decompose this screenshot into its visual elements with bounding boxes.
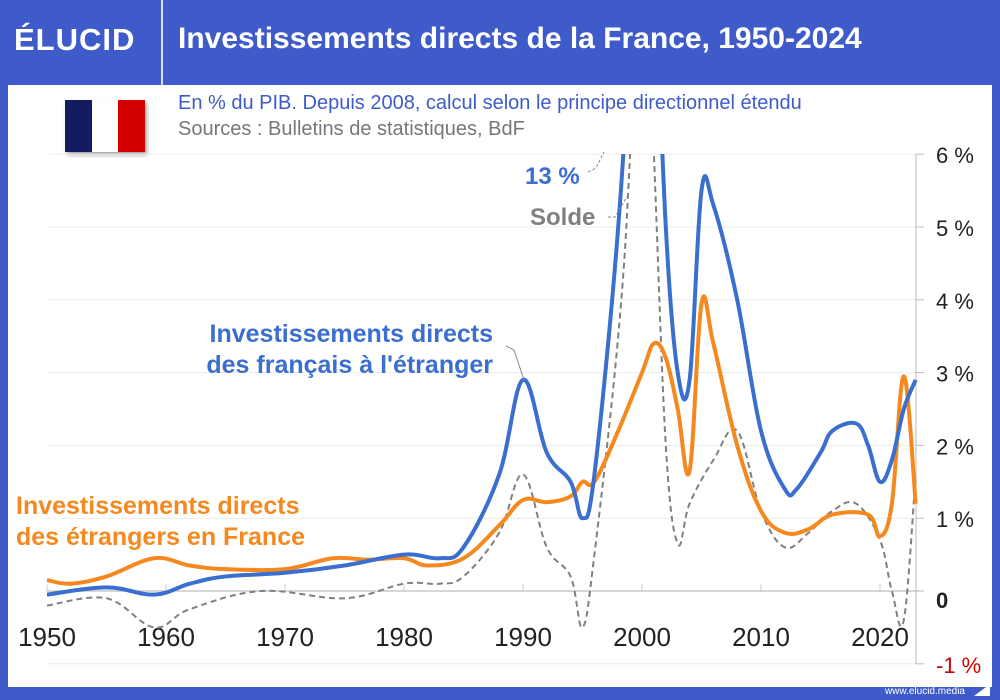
header-divider [161, 0, 163, 85]
y-tick-label: 1 % [936, 507, 974, 532]
leader-line [505, 345, 525, 381]
series-label-inward: Investissements directs [16, 492, 299, 520]
x-tick-label: 1970 [256, 622, 314, 652]
solde-leader [608, 194, 629, 218]
x-tick-label: 1950 [18, 622, 76, 652]
series-label-solde: Solde [530, 204, 595, 231]
logo: ÉLUCID [14, 22, 136, 57]
footer-url[interactable]: www.elucid.media [884, 686, 965, 697]
series-labels: Investissements directs des français à l'… [16, 151, 629, 551]
y-tick-label: 2 % [936, 434, 974, 459]
header: ÉLUCID Investissements directs de la Fra… [0, 0, 1000, 85]
france-flag-icon [65, 100, 146, 152]
x-tick-label: 1990 [494, 622, 552, 652]
flag-stripe-blue [65, 100, 92, 152]
x-tick-label: 2000 [613, 622, 671, 652]
series-label-abroad: des français à l'étranger [206, 351, 493, 379]
y-tick-label: -1 % [936, 653, 981, 678]
series-line-inward [46, 294, 918, 586]
x-tick-label: 1960 [137, 622, 195, 652]
chart-sources: Sources : Bulletins de statistiques, BdF [178, 118, 525, 140]
chart-title: Investissements directs de la France, 19… [178, 22, 862, 55]
series-line-abroad [46, 154, 918, 597]
x-axis: 1950 1960 1970 1980 1990 2000 2010 2020 [18, 584, 909, 652]
chart-panel [8, 85, 992, 687]
series-lines [46, 154, 918, 629]
x-tick-label: 1980 [375, 622, 433, 652]
series-label-abroad: Investissements directs [210, 320, 493, 348]
y-tick-label: 6 % [936, 143, 974, 168]
chart-subtitle: En % du PIB. Depuis 2008, calcul selon l… [178, 92, 802, 114]
y-tick-label: 0 [936, 588, 948, 613]
elucid-mark-icon [974, 684, 990, 696]
y-tick-label: 5 % [936, 216, 974, 241]
x-tick-label: 2010 [732, 622, 790, 652]
x-tick-label: 2020 [851, 622, 909, 652]
y-axis: 6 % 5 % 4 % 3 % 2 % 1 % 0 -1 % [915, 143, 981, 678]
series-label-inward: des étrangers en France [16, 523, 305, 551]
peak-annotation: 13 % [525, 163, 580, 190]
y-tick-label: 4 % [936, 289, 974, 314]
peak-leader [587, 151, 605, 173]
flag-stripe-red [118, 100, 146, 152]
gridlines [47, 153, 918, 665]
flag-stripe-white [91, 100, 119, 152]
y-tick-label: 3 % [936, 362, 974, 387]
